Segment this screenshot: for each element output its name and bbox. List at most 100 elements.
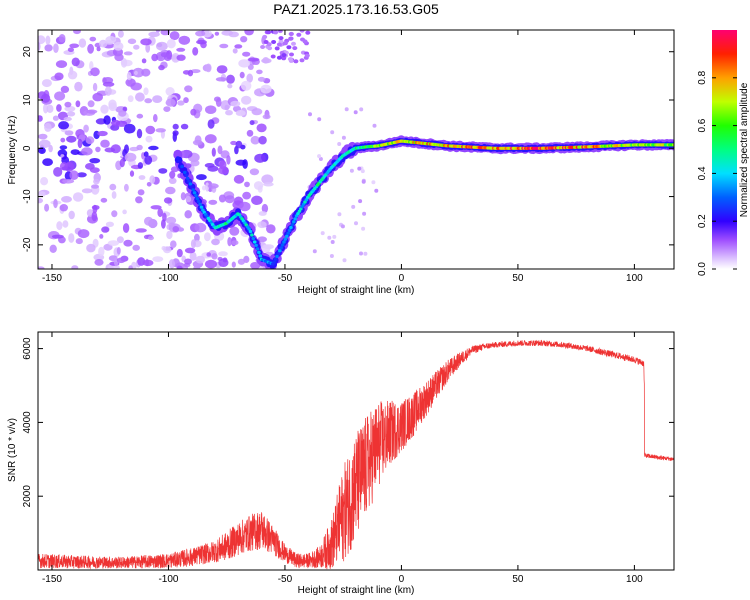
spectrogram-noise-blob [59, 145, 68, 150]
spectrogram-noise-blob [38, 266, 45, 269]
x-tick-label: 0 [399, 574, 405, 585]
spectrogram-noise-blob [289, 26, 294, 30]
spectrogram-noise-blob [163, 246, 172, 254]
spectrogram-noise-blob [219, 160, 227, 170]
x-tick-label: -150 [42, 574, 62, 585]
spectrogram-noise-blob [77, 138, 83, 149]
spectrogram-ridge-core [286, 231, 291, 235]
spectrogram-noise-blob [149, 175, 156, 184]
spectrogram-noise-blob [97, 130, 108, 137]
spectrogram-ridge-core [185, 176, 190, 180]
spectrogram-noise-blob [257, 236, 268, 243]
spectrogram-noise-blob [98, 246, 105, 257]
spectrogram-noise-blob [135, 228, 147, 233]
spectrogram-noise-blob [108, 99, 117, 110]
spectrogram-noise-blob [183, 97, 189, 104]
spectrogram-noise-blob [140, 38, 152, 46]
spectrogram-noise-blob [172, 130, 179, 136]
spectrogram-noise-blob [58, 121, 70, 130]
spectrogram-noise-blob [192, 47, 199, 56]
spectrogram-noise-blob [135, 92, 145, 102]
spectrogram-noise-blob [240, 80, 252, 91]
spectrogram-noise-blob [342, 258, 347, 263]
spectrogram-noise-blob [91, 211, 98, 222]
spectrogram-noise-blob [38, 147, 46, 155]
colorbar-tick-label: 0.0 [697, 262, 708, 276]
spectrogram-noise-blob [56, 104, 62, 112]
spectrogram-noise-blob [250, 262, 261, 269]
spectrogram-noise-blob [329, 254, 334, 258]
spectrogram-noise-blob [261, 174, 274, 185]
spectrogram-noise-blob [337, 142, 342, 146]
spectrogram-noise-blob [83, 124, 89, 133]
spectrogram-noise-blob [81, 188, 93, 194]
colorbar-gradient [712, 30, 737, 269]
spectrogram-noise-blob [263, 182, 274, 187]
spectrogram-noise-blob [59, 204, 68, 212]
spectrogram-noise-blob [266, 224, 276, 234]
spectrogram-noise-blob [148, 145, 159, 151]
spectrogram-ridge-core [273, 257, 278, 261]
spectrogram-noise-blob [299, 30, 305, 33]
spectrogram-noise-blob [143, 87, 149, 96]
spectrogram-ridge-core [290, 223, 295, 227]
spectrogram-noise-blob [166, 39, 176, 49]
spectrogram-noise-blob [113, 41, 124, 51]
spectrogram-noise-blob [136, 144, 143, 151]
spectrogram-noise-blob [361, 226, 366, 231]
spectrogram-noise-blob [258, 135, 267, 145]
spectrogram-noise-blob [234, 44, 243, 49]
spectrogram-noise-blob [276, 42, 282, 47]
spectrogram-noise-blob [137, 189, 145, 196]
spectrogram-noise-blob [262, 34, 268, 39]
spectrogram-noise-blob [75, 238, 83, 245]
spectrogram-noise-blob [222, 257, 228, 263]
colorbar-ticks: 0.0 0.2 0.4 0.6 0.8 [697, 70, 737, 276]
spectrogram-ridge-core [272, 260, 277, 264]
spectrogram-ridge-core [187, 179, 191, 183]
spectrogram-noise-blob [41, 93, 51, 103]
snr-y-ticks: 2000 4000 6000 [22, 337, 674, 507]
spectrogram-noise-blob [51, 234, 64, 239]
spectrogram-noise-blob [120, 58, 128, 68]
spectrogram-noise-blob [86, 109, 98, 114]
spectrogram-noise-blob [372, 123, 377, 128]
spectrogram-noise-blob [133, 70, 138, 76]
spectrogram-noise-blob [357, 166, 362, 171]
spectrogram-noise-blob [74, 81, 83, 92]
spectrogram-noise-blob [169, 170, 176, 179]
spectrogram-noise-blob [100, 104, 109, 114]
spectrogram-noise-blob [64, 105, 76, 112]
spectrogram-noise-blob [190, 239, 196, 249]
spectrogram-noise-blob [178, 35, 191, 45]
x-tick-label: 50 [512, 574, 524, 585]
spectrogram-ridge-core [176, 156, 180, 160]
spectrogram-noise-blob [239, 201, 251, 212]
spectrogram-noise-blob [205, 259, 217, 269]
spectrogram-noise-blob [304, 53, 310, 58]
x-tick-label: 0 [399, 273, 405, 284]
spectrogram-noise-blob [122, 223, 130, 233]
x-tick-label: -100 [158, 273, 178, 284]
spectrogram-ridge-core [194, 194, 198, 198]
spectrogram-noise-blob [318, 157, 323, 161]
spectrogram-noise-blob [281, 53, 287, 58]
spectrogram-noise-blob [123, 51, 133, 56]
spectrogram-noise-blob [288, 31, 294, 36]
spectrogram-noise-blob [266, 30, 272, 35]
snr-x-ticks: -150 -100 -50 0 50 100 [42, 332, 643, 585]
spectrogram-noise-blob [64, 101, 72, 108]
spectrogram-noise-blob [317, 117, 322, 122]
spectrogram-noise-blob [317, 154, 322, 159]
spectrogram-noise-blob [184, 258, 192, 265]
spectrogram-noise-blob [226, 74, 235, 84]
spectrogram-noise-blob [211, 147, 216, 157]
spectrogram-noise-blob [247, 57, 260, 62]
spectrogram-noise-blob [99, 234, 104, 239]
spectrogram-noise-blob [135, 196, 143, 204]
spectrogram-noise-blob [177, 100, 185, 106]
spectrogram-noise-blob [66, 111, 76, 117]
spectrogram-noise-blob [257, 76, 266, 82]
y-tick-label: 4000 [22, 411, 33, 434]
spectrogram-noise-blob [105, 36, 117, 44]
